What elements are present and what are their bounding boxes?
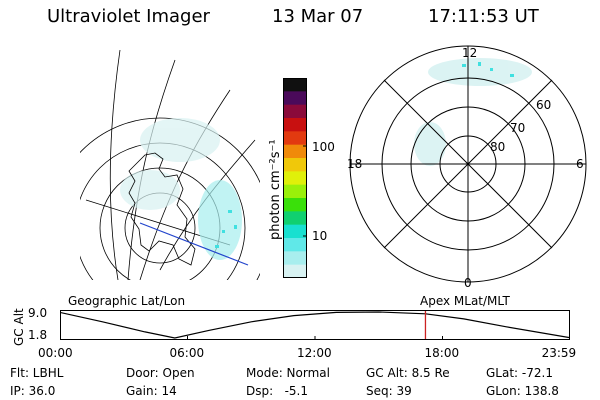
colorbar-band [283, 198, 307, 212]
right-map-title: Apex MLat/MLT [420, 294, 510, 308]
left-map-title: Geographic Lat/Lon [68, 294, 186, 308]
mlat-label-80: 80 [490, 140, 506, 154]
sun-direction-line [139, 222, 249, 266]
timeline-xtick-label: 06:00 [169, 346, 205, 360]
footer-field: Mode: Normal [246, 366, 330, 380]
mlat-label-60: 60 [536, 98, 552, 112]
colorbar-band [283, 131, 307, 146]
polar-map [349, 45, 587, 283]
mlat-label-70: 70 [510, 121, 526, 135]
timeline-xtick-label: 18:00 [424, 346, 460, 360]
footer-field: Gain: 14 [126, 384, 177, 398]
footer-field: Seq: 39 [366, 384, 412, 398]
footer-field: Dsp: -5.1 [246, 384, 309, 398]
colorbar-band [283, 238, 307, 252]
footer-field: GLat: -72.1 [486, 366, 553, 380]
footer-field: Door: Open [126, 366, 195, 380]
colorbar-band [283, 118, 307, 132]
footer-field: IP: 36.0 [10, 384, 56, 398]
footer-field: GLon: 138.8 [486, 384, 559, 398]
colorbar-band [283, 224, 307, 239]
mlt-label-6: 6 [576, 157, 584, 171]
timeline-ytick-top: 9.0 [28, 306, 48, 320]
timeline-xtick-label: 12:00 [297, 346, 332, 360]
aurora-emission [120, 118, 242, 260]
timeline-xtick-label: 23:59 [541, 346, 577, 360]
colorbar-band [283, 211, 307, 226]
aurora-oval [414, 58, 532, 166]
colorbar-band [283, 78, 307, 92]
mlt-label-18: 18 [347, 157, 363, 171]
coastline [128, 152, 196, 266]
colorbar-band [283, 251, 307, 266]
color-bar [283, 78, 307, 278]
footer-field: GC Alt: 8.5 Re [366, 366, 450, 380]
footer-field: Flt: LBHL [10, 366, 64, 380]
colorbar-tick-10: 10 [312, 229, 328, 243]
colorbar-band [283, 104, 307, 119]
colorbar-unit-label: photon cm⁻²s⁻¹ [268, 139, 283, 240]
timeline-chart [60, 310, 570, 340]
mlt-label-12: 12 [462, 46, 478, 60]
colorbar-band [283, 264, 307, 278]
instrument-title: Ultraviolet Imager [47, 6, 210, 27]
colorbar-band [283, 171, 307, 186]
colorbar-band [283, 158, 307, 172]
colorbar-tick-100: 100 [312, 140, 335, 154]
timeline-ytick-bottom: 1.8 [28, 328, 48, 342]
timeline-xtick-label: 00:00 [38, 346, 73, 360]
timeline-ylabel: GC Alt [12, 308, 26, 346]
altitude-curve [60, 311, 570, 339]
date-label: 13 Mar 07 [272, 6, 364, 27]
mlt-label-0: 0 [464, 276, 472, 290]
geographic-map [80, 49, 260, 280]
time-label: 17:11:53 UT [428, 6, 539, 27]
colorbar-band [283, 144, 307, 159]
colorbar-band [283, 184, 307, 199]
colorbar-band [283, 91, 307, 106]
